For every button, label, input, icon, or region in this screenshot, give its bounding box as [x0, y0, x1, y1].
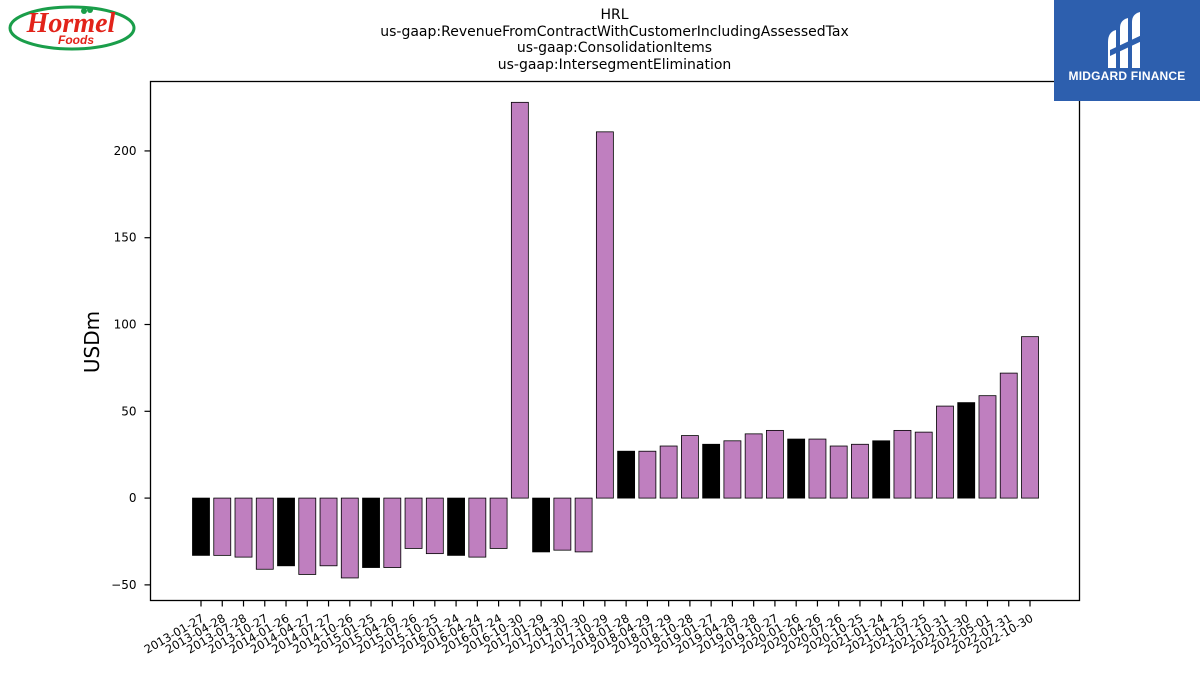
title-line-1: HRL — [600, 7, 629, 23]
bar-2014-07-27 — [319, 497, 338, 567]
bar-2016-10-30 — [510, 101, 529, 499]
svg-text:Foods: Foods — [58, 33, 94, 47]
bar-2018-04-29 — [638, 450, 657, 499]
bar-2015-01-25 — [362, 497, 380, 568]
bar-2022-05-01 — [978, 395, 997, 499]
bar-2019-10-27 — [766, 429, 784, 499]
bar-2022-07-31 — [999, 372, 1018, 499]
y-tick-label: 100 — [114, 318, 137, 332]
title-line-3: us-gaap:ConsolidationItems — [516, 40, 713, 56]
bar-2018-10-28 — [681, 435, 699, 499]
plot-frame — [149, 80, 1081, 602]
svg-text:Hormel: Hormel — [26, 8, 116, 39]
x-axis: 2013-01-272013-04-282013-07-282013-10-27… — [142, 600, 1036, 657]
y-axis: −50 0 50 100 150 200 — [111, 144, 151, 592]
bars-group — [192, 101, 1039, 579]
chart-title: HRL us-gaap:RevenueFromContractWithCusto… — [0, 7, 1200, 73]
y-tick-label: −50 — [111, 578, 136, 592]
bar-2016-01-24 — [447, 497, 465, 556]
bar-2021-01-24 — [872, 440, 891, 499]
bar-2017-04-30 — [553, 497, 572, 551]
bar-2021-04-25 — [893, 429, 912, 499]
bar-2013-07-28 — [234, 497, 253, 558]
bar-2021-07-25 — [914, 431, 933, 499]
bar-2017-07-30 — [574, 497, 593, 553]
bar-2020-01-26 — [787, 438, 806, 499]
bar-2015-10-25 — [425, 497, 444, 555]
bar-2017-01-29 — [532, 497, 550, 553]
bar-2018-01-28 — [617, 450, 636, 499]
y-axis-label: USDm — [80, 311, 104, 373]
bar-2019-04-28 — [723, 440, 742, 499]
bar-2014-04-27 — [298, 497, 317, 575]
bar-2016-04-24 — [468, 497, 487, 558]
bar-2016-07-24 — [489, 497, 508, 549]
bar-2019-07-28 — [744, 433, 763, 499]
hormel-foods-logo: Hormel Foods — [8, 5, 136, 51]
title-line-2: us-gaap:RevenueFromContractWithCustomerI… — [380, 23, 849, 40]
bar-2022-10-30 — [1021, 336, 1039, 499]
y-tick-label: 150 — [114, 231, 137, 245]
bar-2013-10-27 — [255, 497, 274, 570]
midgard-finance-logo: MIDGARD FINANCE — [1054, 0, 1200, 101]
y-tick-label: 50 — [121, 404, 136, 418]
bar-2013-01-27 — [192, 497, 210, 556]
bar-2015-07-26 — [404, 497, 423, 549]
bar-2017-10-29 — [595, 131, 614, 499]
bar-2020-07-26 — [829, 445, 848, 499]
bar-2015-04-26 — [383, 497, 402, 568]
midgard-finance-wordmark: MIDGARD FINANCE — [1068, 69, 1186, 83]
y-tick-label: 200 — [114, 144, 137, 158]
bar-2020-04-26 — [808, 438, 827, 499]
midgard-mark-icon — [1108, 12, 1144, 68]
bar-2014-10-26 — [340, 497, 359, 579]
bar-2014-01-26 — [277, 497, 295, 567]
bar-2018-07-29 — [659, 445, 678, 499]
bar-2021-10-31 — [936, 405, 954, 499]
bar-2020-10-25 — [851, 443, 869, 499]
bar-2013-04-28 — [213, 497, 232, 556]
bar-2019-01-27 — [702, 443, 721, 499]
bar-2022-01-30 — [957, 402, 976, 499]
y-tick-label: 0 — [129, 491, 137, 505]
title-line-4: us-gaap:IntersegmentElimination — [497, 56, 732, 73]
